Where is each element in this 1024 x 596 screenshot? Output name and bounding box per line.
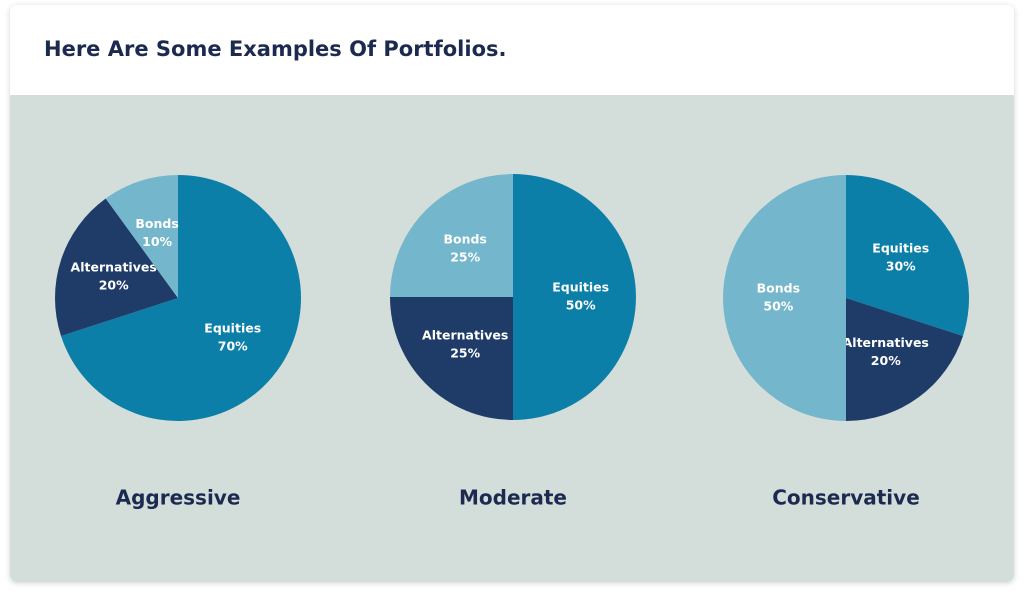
slice-category: Equities bbox=[552, 280, 609, 295]
pie-slice bbox=[846, 175, 970, 337]
slice-value: 50% bbox=[566, 298, 596, 313]
pie-title: Moderate bbox=[459, 486, 567, 510]
slice-value: 30% bbox=[886, 259, 916, 274]
slice-category: Alternatives bbox=[71, 260, 157, 275]
slice-category: Equities bbox=[204, 320, 261, 335]
pie-slice bbox=[846, 298, 963, 421]
slice-category: Bonds bbox=[443, 232, 486, 247]
slice-category: Equities bbox=[872, 241, 929, 256]
pie-title: Conservative bbox=[772, 486, 920, 510]
slice-category: Bonds bbox=[135, 216, 178, 231]
slice-value: 25% bbox=[450, 250, 480, 265]
page-title: Here Are Some Examples Of Portfolios. bbox=[44, 37, 506, 61]
pie-slice bbox=[55, 198, 179, 337]
pie-slice bbox=[723, 175, 846, 421]
slice-value: 20% bbox=[871, 353, 901, 368]
slice-value: 25% bbox=[450, 345, 480, 360]
pie-slice bbox=[390, 297, 513, 420]
pie-title: Aggressive bbox=[116, 486, 241, 510]
slice-value: 10% bbox=[142, 234, 172, 249]
slice-category: Bonds bbox=[757, 281, 800, 296]
slice-category: Alternatives bbox=[843, 335, 929, 350]
slice-value: 20% bbox=[99, 278, 129, 293]
pie-slice bbox=[513, 174, 636, 420]
pie-slice bbox=[105, 175, 178, 298]
pie-slice bbox=[390, 174, 513, 297]
slice-category: Alternatives bbox=[422, 327, 508, 342]
pie-slice bbox=[61, 175, 301, 421]
slice-value: 50% bbox=[763, 299, 793, 314]
slice-value: 70% bbox=[218, 338, 248, 353]
